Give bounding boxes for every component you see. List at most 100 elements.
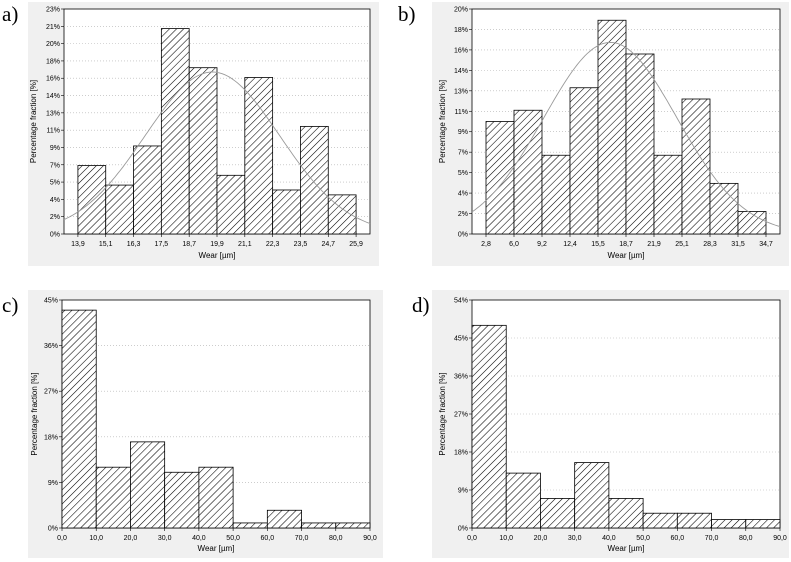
- x-tick-label: 2,8: [481, 241, 491, 248]
- x-tick-label: 80,0: [329, 535, 343, 542]
- y-tick-label: 14%: [46, 93, 60, 100]
- bar: [625, 53, 655, 235]
- x-tick-label: 24,7: [321, 241, 335, 248]
- x-tick-label: 9,2: [537, 241, 547, 248]
- y-tick-label: 7%: [458, 150, 468, 157]
- x-tick-label: 20,0: [124, 535, 138, 542]
- x-tick-label: 70,0: [295, 535, 309, 542]
- bar: [471, 324, 507, 529]
- x-tick-label: 23,5: [294, 241, 308, 248]
- y-tick-label: 0%: [458, 526, 468, 533]
- x-tick-label: 12,4: [563, 241, 577, 248]
- y-tick-label: 18%: [44, 434, 58, 441]
- y-tick-label: 7%: [50, 162, 60, 169]
- y-tick-label: 4%: [458, 191, 468, 198]
- bar: [681, 98, 711, 235]
- y-tick-label: 0%: [50, 232, 60, 239]
- y-tick-label: 5%: [50, 180, 60, 187]
- bar: [130, 441, 166, 529]
- chart-d: 0% 9% 18% 27% 36% 45% 54% 0,0 10,0 20,0 30,0 40,0 50…: [438, 298, 787, 554]
- bar: [133, 145, 162, 235]
- bar: [711, 519, 747, 529]
- bar: [244, 77, 274, 235]
- y-tick-label: 13%: [46, 110, 60, 117]
- x-tick-label: 21,1: [238, 241, 252, 248]
- y-tick-label: 11%: [47, 128, 61, 135]
- bar: [300, 125, 329, 235]
- y-tick-label: 2%: [458, 211, 468, 218]
- bar: [272, 189, 301, 235]
- x-tick-label: 18,7: [619, 241, 633, 248]
- bar: [569, 87, 599, 235]
- y-tick-label: 18%: [454, 450, 468, 457]
- x-tick-label: 18,7: [182, 241, 196, 248]
- y-tick-label: 9%: [458, 488, 468, 495]
- x-tick-label: 50,0: [226, 535, 240, 542]
- fit-curve: [63, 71, 371, 224]
- bar: [485, 121, 515, 235]
- x-tick-label: 60,0: [261, 535, 275, 542]
- y-tick-label: 2%: [50, 214, 60, 221]
- x-tick-label: 70,0: [705, 535, 719, 542]
- x-tick-label: 15,5: [591, 241, 605, 248]
- x-tick-label: 25,9: [349, 241, 363, 248]
- y-tick-label: 16%: [454, 47, 468, 54]
- x-tick-label: 6,0: [509, 241, 519, 248]
- y-tick-label: 18%: [454, 27, 468, 34]
- x-tick-label: 19,9: [210, 241, 224, 248]
- y-tick-label: 5%: [458, 170, 468, 177]
- panel-letter-a: a): [2, 2, 19, 26]
- chart-b: 0% 2% 4% 5% 7% 9% 11% 13% 14% 16% 18% 20% 2,8 6,0 9,2 1…: [438, 7, 781, 260]
- x-tick-label: 40,0: [602, 535, 616, 542]
- x-axis-label: Wear [µm]: [198, 544, 235, 553]
- x-tick-label: 40,0: [192, 535, 206, 542]
- x-tick-label: 13,9: [71, 241, 85, 248]
- y-tick-label: 9%: [50, 145, 60, 152]
- x-tick-label: 31,5: [731, 241, 745, 248]
- y-tick-label: 9%: [48, 480, 58, 487]
- y-tick-label: 54%: [454, 298, 468, 305]
- bar: [164, 471, 200, 529]
- y-tick-label: 36%: [44, 343, 58, 350]
- bar: [160, 28, 190, 235]
- y-tick-label: 14%: [454, 68, 468, 75]
- x-tick-label: 34,7: [759, 241, 773, 248]
- bar: [653, 154, 683, 235]
- y-tick-label: 20%: [46, 41, 60, 48]
- bar: [188, 67, 218, 235]
- y-tick-label: 27%: [454, 412, 468, 419]
- y-tick-label: 13%: [454, 88, 468, 95]
- chart-c: 0% 9% 18% 27% 36% 45% 0,0 10,0 20,0 30,0 40,0 50,0 6…: [30, 298, 377, 554]
- fit-curve: [471, 41, 781, 228]
- x-tick-label: 0,0: [467, 535, 477, 542]
- bar: [505, 472, 541, 529]
- chart-a: 0% 2% 4% 5% 7% 9% 11% 13% 14% 16% 18% 20% 21% 23% 13,9…: [29, 7, 371, 260]
- y-axis-label: Percentage fraction [%]: [438, 372, 447, 455]
- y-tick-label: 27%: [44, 389, 58, 396]
- x-tick-label: 0,0: [57, 535, 67, 542]
- y-tick-label: 20%: [454, 7, 468, 14]
- bar: [676, 512, 712, 529]
- bar: [266, 509, 302, 529]
- x-tick-label: 80,0: [739, 535, 753, 542]
- x-tick-label: 16,3: [127, 241, 141, 248]
- x-tick-label: 30,0: [158, 535, 172, 542]
- y-tick-label: 21%: [46, 24, 60, 31]
- bar: [745, 519, 781, 529]
- bar: [540, 498, 576, 529]
- panel-letter-d: d): [412, 293, 430, 317]
- x-axis-label: Wear [µm]: [608, 544, 645, 553]
- y-tick-label: 36%: [454, 374, 468, 381]
- y-tick-label: 9%: [458, 129, 468, 136]
- x-tick-label: 17,5: [155, 241, 169, 248]
- x-axis-label: Wear [µm]: [608, 251, 645, 260]
- bar: [737, 211, 767, 235]
- y-tick-label: 16%: [46, 76, 60, 83]
- x-tick-label: 90,0: [363, 535, 377, 542]
- x-tick-label: 21,9: [647, 241, 661, 248]
- y-tick-label: 11%: [455, 109, 469, 116]
- bar: [608, 498, 644, 529]
- y-tick-label: 45%: [454, 336, 468, 343]
- y-tick-label: 23%: [46, 7, 60, 14]
